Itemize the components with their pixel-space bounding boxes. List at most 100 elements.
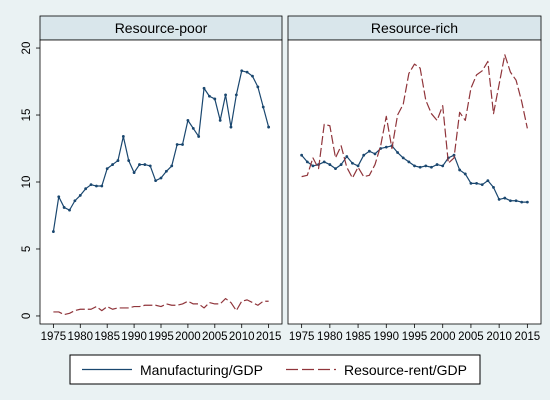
data-point-manufacturing: [73, 199, 77, 203]
data-point-manufacturing: [154, 179, 158, 183]
data-point-manufacturing: [164, 169, 168, 173]
data-point-manufacturing: [469, 181, 473, 185]
data-point-manufacturing: [463, 172, 467, 176]
data-point-manufacturing: [424, 164, 428, 168]
data-point-manufacturing: [57, 195, 61, 199]
data-point-manufacturing: [68, 208, 71, 212]
x-tick-label: 1975: [289, 331, 315, 343]
data-point-manufacturing: [367, 149, 371, 153]
data-point-manufacturing: [116, 159, 120, 162]
x-tick-label: 2015: [515, 331, 541, 343]
data-point-manufacturing: [111, 163, 114, 166]
data-point-manufacturing: [300, 153, 304, 157]
data-point-manufacturing: [435, 163, 439, 166]
data-point-manufacturing: [138, 163, 141, 166]
data-point-manufacturing: [339, 163, 343, 166]
data-point-manufacturing: [345, 155, 349, 158]
data-point-manufacturing: [186, 118, 190, 122]
data-point-manufacturing: [224, 93, 227, 97]
data-point-manufacturing: [458, 168, 462, 172]
data-point-manufacturing: [208, 94, 211, 98]
x-tick-label: 1990: [373, 331, 399, 343]
data-point-manufacturing: [105, 167, 109, 171]
y-tick-label: 5: [21, 246, 33, 252]
legend-box: [69, 354, 481, 385]
y-tick-label: 10: [21, 176, 33, 189]
data-point-manufacturing: [480, 183, 484, 187]
x-tick-label: 1985: [345, 331, 371, 343]
data-point-manufacturing: [121, 135, 125, 138]
data-point-manufacturing: [430, 165, 433, 169]
legend-label-resource-rent: Resource-rent/GDP: [344, 362, 467, 378]
x-tick-label: 2010: [486, 331, 512, 343]
data-point-manufacturing: [245, 70, 249, 74]
x-tick-label: 1980: [67, 331, 93, 343]
data-point-manufacturing: [170, 164, 174, 168]
data-point-manufacturing: [89, 183, 93, 187]
data-point-manufacturing: [514, 199, 518, 203]
data-point-manufacturing: [127, 159, 131, 162]
data-point-manufacturing: [51, 230, 55, 233]
data-point-manufacturing: [148, 164, 152, 168]
x-tick-label: 1975: [41, 331, 67, 343]
x-tick-label: 2000: [175, 331, 201, 343]
data-point-manufacturing: [407, 160, 411, 164]
data-point-manufacturing: [413, 164, 416, 168]
data-point-manufacturing: [475, 181, 478, 185]
data-point-manufacturing: [218, 118, 222, 122]
data-point-manufacturing: [261, 105, 265, 109]
data-point-manufacturing: [202, 86, 206, 90]
panel-header: [39, 15, 283, 41]
data-point-manufacturing: [328, 163, 332, 166]
data-point-manufacturing: [240, 69, 244, 73]
panel-title: Resource-rich: [371, 20, 458, 36]
plot-area: [287, 39, 542, 325]
data-point-manufacturing: [497, 198, 501, 201]
plot-area: [39, 39, 283, 325]
x-tick-label: 1990: [121, 331, 147, 343]
y-tick-label: 15: [21, 109, 33, 122]
data-point-manufacturing: [373, 152, 377, 156]
data-point-manufacturing: [197, 135, 201, 138]
data-point-manufacturing: [492, 185, 495, 189]
series-line-resource-rent: [301, 54, 528, 179]
panel-title: Resource-poor: [115, 20, 208, 36]
legend-label-manufacturing: Manufacturing/GDP: [140, 362, 263, 378]
x-tick-label: 1985: [94, 331, 120, 343]
legend: Manufacturing/GDP Resource-rent/GDP: [69, 354, 481, 385]
data-point-manufacturing: [84, 187, 88, 191]
data-point-manufacturing: [486, 179, 490, 183]
data-point-manufacturing: [351, 161, 354, 165]
data-point-manufacturing: [213, 97, 217, 101]
data-point-manufacturing: [95, 184, 98, 188]
x-tick-label: 2000: [430, 331, 456, 343]
data-point-manufacturing: [175, 143, 179, 146]
y-tick-label: 0: [21, 313, 33, 319]
data-point-manufacturing: [334, 167, 337, 171]
data-point-manufacturing: [396, 151, 399, 154]
data-point-manufacturing: [401, 156, 405, 160]
data-point-manufacturing: [181, 143, 184, 146]
x-tick-label: 2010: [229, 331, 255, 343]
data-point-manufacturing: [305, 160, 309, 164]
data-point-manufacturing: [384, 145, 388, 149]
data-point-manufacturing: [520, 200, 524, 204]
x-tick-label: 1995: [402, 331, 428, 343]
data-point-manufacturing: [418, 165, 422, 169]
data-point-manufacturing: [441, 164, 445, 168]
data-point-manufacturing: [159, 176, 163, 180]
series-line-resource-rent: [53, 297, 269, 316]
data-point-manufacturing: [62, 206, 66, 209]
x-tick-label: 2015: [256, 331, 282, 343]
data-point-manufacturing: [509, 199, 512, 203]
data-point-manufacturing: [229, 125, 233, 129]
data-point-manufacturing: [191, 127, 195, 130]
data-point-manufacturing: [362, 153, 366, 157]
y-tick-label: 20: [21, 42, 33, 55]
data-point-manufacturing: [356, 164, 360, 168]
x-tick-label: 2005: [202, 331, 228, 343]
data-point-manufacturing: [100, 184, 104, 188]
